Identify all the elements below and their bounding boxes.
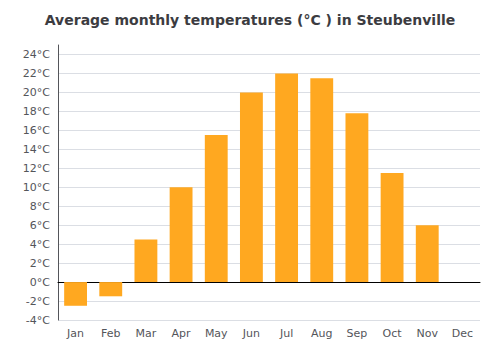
- svg-text:Oct: Oct: [383, 327, 403, 340]
- svg-text:Apr: Apr: [172, 327, 192, 340]
- svg-text:Mar: Mar: [136, 327, 157, 340]
- svg-text:-4°C: -4°C: [26, 314, 50, 327]
- svg-text:Sep: Sep: [347, 327, 368, 340]
- svg-text:4°C: 4°C: [30, 238, 50, 251]
- svg-text:May: May: [205, 327, 228, 340]
- svg-text:8°C: 8°C: [30, 200, 50, 213]
- svg-text:Jan: Jan: [66, 327, 84, 340]
- svg-text:10°C: 10°C: [23, 181, 50, 194]
- svg-text:Dec: Dec: [452, 327, 473, 340]
- svg-text:Aug: Aug: [311, 327, 332, 340]
- svg-text:14°C: 14°C: [23, 143, 50, 156]
- svg-text:20°C: 20°C: [23, 86, 50, 99]
- svg-text:Average monthly temperatures (: Average monthly temperatures (°C ) in St…: [45, 12, 455, 28]
- svg-text:Nov: Nov: [417, 327, 439, 340]
- svg-text:16°C: 16°C: [23, 124, 50, 137]
- svg-text:12°C: 12°C: [23, 162, 50, 175]
- svg-text:Feb: Feb: [101, 327, 120, 340]
- svg-text:24°C: 24°C: [23, 48, 50, 61]
- svg-text:2°C: 2°C: [30, 257, 50, 270]
- svg-text:Jul: Jul: [279, 327, 293, 340]
- svg-text:6°C: 6°C: [30, 219, 50, 232]
- svg-text:-2°C: -2°C: [26, 295, 50, 308]
- svg-text:0°C: 0°C: [30, 276, 50, 289]
- svg-text:22°C: 22°C: [23, 67, 50, 80]
- svg-text:18°C: 18°C: [23, 105, 50, 118]
- svg-text:Jun: Jun: [242, 327, 260, 340]
